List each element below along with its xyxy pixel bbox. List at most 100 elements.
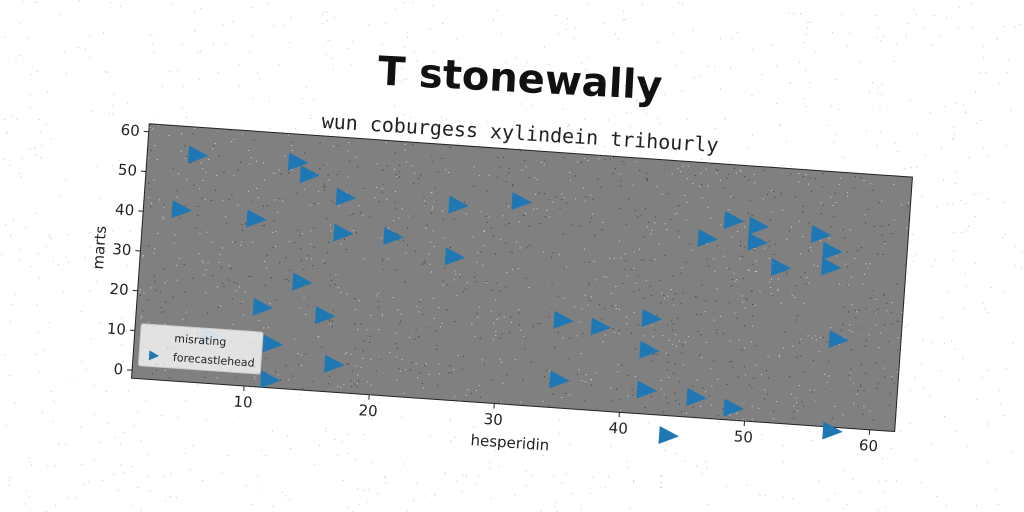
noise-speck: [761, 73, 763, 75]
noise-speck: [360, 367, 362, 369]
noise-speck: [340, 386, 342, 388]
noise-speck: [733, 200, 735, 202]
noise-speck: [319, 168, 321, 170]
noise-speck: [633, 251, 636, 253]
noise-speck: [557, 223, 559, 225]
noise-speck: [416, 305, 418, 307]
noise-speck: [660, 486, 662, 488]
scatter-point: [747, 232, 768, 251]
noise-speck: [232, 21, 234, 22]
noise-speck: [701, 473, 703, 475]
x-tick-label: 10: [233, 392, 253, 411]
noise-speck: [250, 231, 252, 233]
noise-speck: [740, 170, 742, 172]
noise-speck: [499, 282, 501, 284]
noise-speck: [229, 129, 231, 131]
noise-speck: [371, 418, 372, 420]
noise-speck: [347, 47, 349, 49]
noise-speck: [294, 128, 296, 130]
noise-speck: [805, 106, 807, 107]
noise-speck: [590, 194, 592, 196]
noise-speck: [49, 236, 51, 238]
noise-speck: [179, 217, 181, 219]
noise-speck: [332, 68, 334, 70]
noise-speck: [684, 194, 686, 197]
noise-speck: [201, 260, 203, 262]
noise-speck: [700, 403, 702, 405]
noise-speck: [626, 112, 628, 114]
noise-speck: [811, 440, 813, 441]
noise-speck: [893, 383, 895, 385]
noise-speck: [874, 362, 877, 364]
noise-speck: [650, 294, 652, 297]
scatter-point: [822, 241, 843, 260]
y-axis-label: marts: [89, 225, 110, 270]
noise-speck: [334, 439, 336, 441]
noise-speck: [445, 169, 447, 171]
noise-speck: [882, 458, 884, 459]
noise-speck: [112, 105, 114, 107]
noise-speck: [52, 260, 54, 262]
noise-speck: [825, 313, 827, 315]
noise-speck: [329, 39, 331, 41]
noise-speck: [332, 305, 334, 307]
noise-speck: [808, 222, 810, 224]
noise-speck: [454, 320, 456, 323]
noise-speck: [730, 67, 732, 69]
noise-speck: [598, 158, 600, 160]
noise-speck: [159, 291, 161, 293]
noise-speck: [434, 200, 436, 202]
noise-speck: [338, 308, 340, 310]
noise-speck: [707, 185, 709, 187]
noise-speck: [770, 286, 772, 288]
noise-speck: [686, 201, 688, 204]
noise-speck: [863, 241, 865, 242]
noise-speck: [64, 51, 66, 53]
noise-speck: [249, 341, 251, 343]
noise-speck: [565, 393, 567, 395]
noise-speck: [476, 312, 478, 314]
noise-speck: [395, 208, 397, 210]
noise-speck: [834, 315, 836, 317]
noise-speck: [255, 270, 257, 272]
noise-speck: [842, 324, 844, 326]
noise-speck: [545, 172, 547, 174]
noise-speck: [551, 282, 553, 284]
noise-speck: [661, 292, 663, 294]
noise-speck: [617, 363, 619, 365]
noise-speck: [673, 304, 675, 306]
noise-speck: [224, 216, 227, 218]
noise-speck: [979, 72, 981, 74]
noise-speck: [456, 480, 458, 482]
noise-speck: [628, 397, 630, 399]
noise-speck: [615, 33, 616, 35]
noise-speck: [267, 2, 269, 4]
noise-speck: [369, 335, 371, 337]
noise-speck: [613, 156, 615, 158]
noise-speck: [528, 286, 530, 288]
noise-speck: [538, 147, 540, 149]
noise-speck: [1014, 265, 1016, 267]
noise-speck: [922, 339, 924, 341]
noise-speck: [706, 467, 708, 469]
noise-speck: [242, 314, 245, 316]
noise-speck: [650, 360, 652, 362]
noise-speck: [674, 334, 676, 336]
noise-speck: [486, 221, 488, 223]
noise-speck: [535, 159, 537, 161]
noise-speck: [232, 241, 234, 243]
noise-speck: [117, 489, 119, 491]
noise-speck: [689, 243, 691, 245]
noise-speck: [680, 272, 682, 274]
noise-speck: [499, 337, 501, 339]
noise-speck: [467, 389, 469, 391]
noise-speck: [512, 185, 514, 187]
noise-speck: [83, 484, 85, 486]
noise-speck: [138, 327, 140, 329]
noise-speck: [256, 160, 258, 162]
noise-speck: [806, 309, 808, 311]
noise-speck: [40, 157, 42, 158]
noise-speck: [298, 363, 300, 365]
noise-speck: [664, 254, 666, 257]
noise-speck: [362, 357, 364, 359]
